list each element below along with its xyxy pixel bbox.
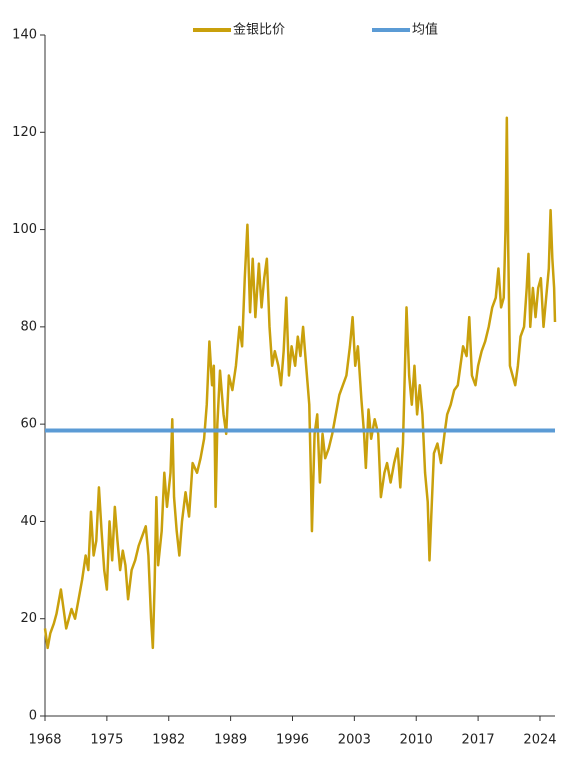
legend-label: 金银比价 <box>233 22 285 38</box>
y-tick-label: 80 <box>20 319 37 334</box>
x-tick-label: 2024 <box>523 733 556 748</box>
x-tick-label: 1975 <box>90 733 123 748</box>
x-tick-label: 2010 <box>400 733 433 748</box>
x-tick-label: 1996 <box>276 733 309 748</box>
y-tick-label: 100 <box>12 222 37 237</box>
y-tick-label: 0 <box>29 709 37 724</box>
series-line <box>43 116 557 650</box>
legend-label: 均值 <box>412 22 438 38</box>
y-tick-label: 60 <box>20 417 37 432</box>
y-tick-label: 120 <box>12 125 37 140</box>
x-tick-label: 1968 <box>28 733 61 748</box>
x-tick-label: 1989 <box>214 733 247 748</box>
y-tick-label: 20 <box>20 611 37 626</box>
y-tick-label: 140 <box>12 28 37 43</box>
x-tick-label: 2017 <box>462 733 495 748</box>
x-tick-label: 1982 <box>152 733 185 748</box>
y-tick-label: 40 <box>20 514 37 529</box>
x-tick-label: 2003 <box>338 733 371 748</box>
